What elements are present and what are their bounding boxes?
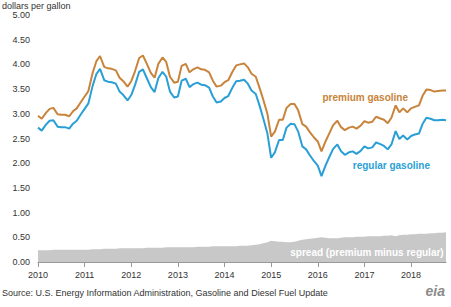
- svg-text:2017: 2017: [354, 270, 374, 280]
- svg-text:2.50: 2.50: [12, 134, 30, 144]
- svg-text:3.50: 3.50: [12, 84, 30, 94]
- svg-text:eia: eia: [426, 283, 446, 299]
- svg-text:2016: 2016: [308, 270, 328, 280]
- svg-text:2010: 2010: [28, 270, 48, 280]
- svg-text:1.50: 1.50: [12, 183, 30, 193]
- svg-text:0.00: 0.00: [12, 257, 30, 267]
- svg-text:0.50: 0.50: [12, 232, 30, 242]
- svg-text:2014: 2014: [214, 270, 234, 280]
- svg-text:2013: 2013: [168, 270, 188, 280]
- svg-text:1.00: 1.00: [12, 208, 30, 218]
- svg-text:4.00: 4.00: [12, 59, 30, 69]
- svg-text:2012: 2012: [121, 270, 141, 280]
- svg-text:3.00: 3.00: [12, 109, 30, 119]
- svg-text:4.50: 4.50: [12, 35, 30, 45]
- svg-text:2018: 2018: [401, 270, 421, 280]
- svg-text:2.00: 2.00: [12, 158, 30, 168]
- svg-text:premium gasoline: premium gasoline: [322, 92, 408, 103]
- svg-text:Source: U.S. Energy Informatio: Source: U.S. Energy Information Administ…: [2, 288, 328, 298]
- svg-text:2015: 2015: [261, 270, 281, 280]
- svg-text:regular gasoline: regular gasoline: [353, 160, 431, 171]
- svg-text:5.00: 5.00: [12, 10, 30, 20]
- svg-text:spread (premium minus regular): spread (premium minus regular): [290, 247, 443, 258]
- svg-text:dollars per gallon: dollars per gallon: [2, 1, 71, 11]
- svg-text:2011: 2011: [75, 270, 94, 280]
